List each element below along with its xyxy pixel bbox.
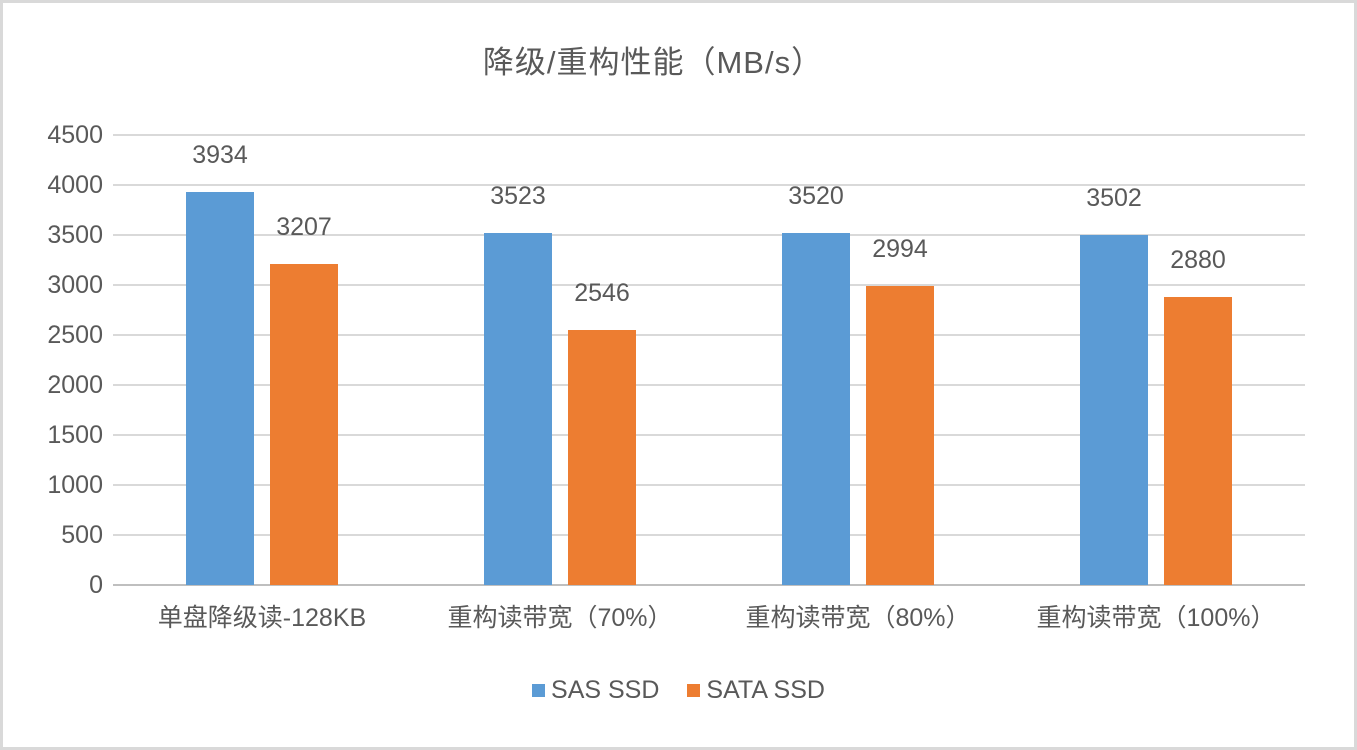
y-tick-label: 3500: [47, 221, 103, 249]
y-axis-tick-labels: 0 500 1000 1500 2000 2500 3000 3500 4000 4500: [21, 121, 103, 599]
x-axis-line: [113, 584, 1305, 586]
y-tick-label: 1000: [47, 471, 103, 499]
gridline: [113, 184, 1305, 186]
x-axis-category-labels: 单盘降级读-128KB 重构读带宽（70%） 重构读带宽（80%） 重构读带宽（100…: [113, 601, 1305, 635]
legend: SAS SSD SATA SSD: [3, 675, 1354, 705]
gridline: [113, 484, 1305, 486]
x-category-label: 单盘降级读-128KB: [157, 604, 367, 632]
legend-label: SATA SSD: [706, 676, 825, 704]
plot-area: 3934 3207 3523 2546 3520 2994 3502 2880: [113, 134, 1305, 586]
gridline: [113, 284, 1305, 286]
bar-group: 3523 2546: [411, 135, 709, 585]
bar-value-label: 3502: [1086, 183, 1142, 212]
bar-sata-ssd: [270, 264, 338, 585]
bar-group: 3520 2994: [709, 135, 1007, 585]
legend-item: SAS SSD: [532, 675, 659, 705]
bar-value-label: 2994: [872, 234, 928, 263]
bar-sas-ssd: [484, 232, 552, 585]
x-category-label: 重构读带宽（70%）: [447, 604, 673, 632]
legend-swatch-sata-ssd: [687, 683, 701, 697]
chart-title: 降级/重构性能（MB/s）: [482, 45, 824, 80]
gridline: [113, 234, 1305, 236]
gridline: [113, 134, 1305, 136]
bar-value-label: 2546: [574, 279, 630, 308]
bar-value-label: 3207: [276, 213, 332, 242]
bar-group: 3502 2880: [1007, 135, 1305, 585]
y-tick-label: 2500: [47, 321, 103, 349]
y-tick-label: 4000: [47, 171, 103, 199]
legend-swatch-sas-ssd: [532, 683, 546, 697]
y-tick-label: 3000: [47, 271, 103, 299]
bar-sata-ssd: [568, 330, 636, 585]
y-tick-label: 2000: [47, 371, 103, 399]
bar-value-label: 2880: [1170, 246, 1226, 274]
bar-value-label: 3523: [490, 181, 546, 210]
bar-value-label: 3934: [192, 140, 248, 169]
legend-item: SATA SSD: [687, 675, 825, 705]
bar-group: 3934 3207: [113, 135, 411, 585]
y-tick-label: 500: [61, 521, 103, 549]
legend-label: SAS SSD: [551, 676, 660, 704]
bar-sata-ssd: [1164, 297, 1232, 585]
bar-value-label: 3520: [788, 182, 844, 210]
x-category-label: 重构读带宽（100%）: [1036, 604, 1276, 632]
y-tick-label: 4500: [47, 121, 103, 149]
bar-sas-ssd: [1080, 234, 1148, 585]
bar-sas-ssd: [186, 191, 254, 585]
y-tick-label: 1500: [47, 421, 103, 449]
x-category-label: 重构读带宽（80%）: [745, 604, 971, 632]
gridline: [113, 384, 1305, 386]
gridline: [113, 534, 1305, 536]
gridline: [113, 434, 1305, 436]
y-tick-label: 0: [89, 571, 103, 599]
bar-sas-ssd: [782, 233, 850, 585]
gridline: [113, 334, 1305, 336]
bar-sata-ssd: [866, 285, 934, 585]
